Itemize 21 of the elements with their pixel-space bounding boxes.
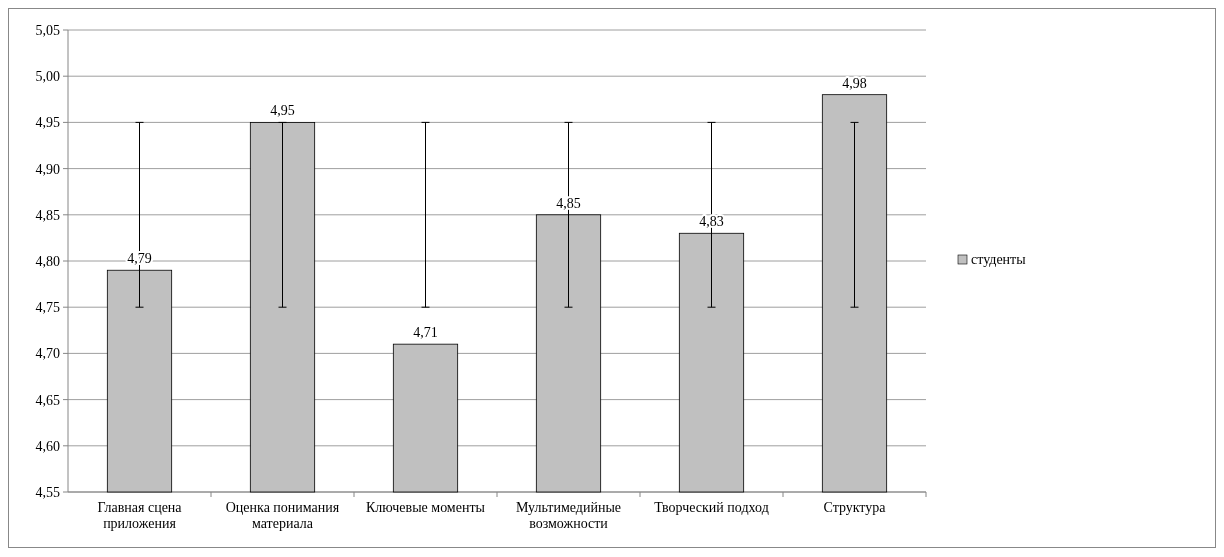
data-label: 4,95 <box>270 103 295 119</box>
x-tick-label: Главная сцена приложения <box>97 500 183 531</box>
y-tick-label: 4,90 <box>35 161 60 177</box>
x-tick-label: Структура <box>823 500 887 515</box>
y-tick-label: 4,70 <box>35 346 60 362</box>
x-tick-label: Ключевые моменты <box>366 500 486 515</box>
y-tick-label: 4,60 <box>35 438 60 454</box>
data-label: 4,98 <box>842 75 867 91</box>
y-tick-label: 4,65 <box>35 392 60 408</box>
y-tick-label: 4,75 <box>35 300 60 316</box>
x-tick-label: Творческий подход <box>654 500 769 515</box>
y-tick-label: 4,80 <box>35 253 60 269</box>
legend-label: студенты <box>971 252 1027 268</box>
y-tick-label: 4,95 <box>35 115 60 131</box>
y-tick-label: 5,05 <box>35 22 60 38</box>
y-tick-label: 5,00 <box>35 69 60 85</box>
y-tick-label: 4,55 <box>35 484 60 500</box>
x-tick-label: Мультимедийные возможности <box>515 500 622 531</box>
data-label: 4,71 <box>413 325 438 341</box>
x-tick-label: Оценка понимания материала <box>225 500 340 531</box>
y-tick-label: 4,85 <box>35 207 60 223</box>
